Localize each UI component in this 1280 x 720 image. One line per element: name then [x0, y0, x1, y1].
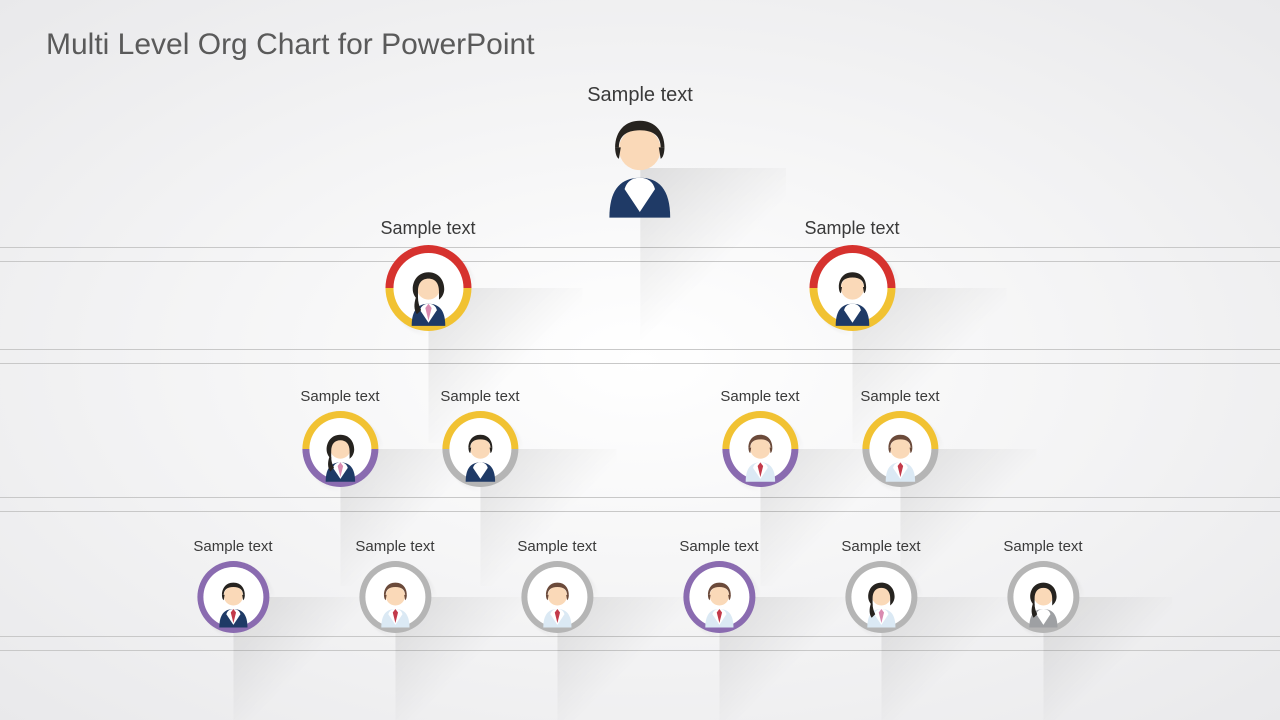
org-node-label: Sample text [679, 538, 758, 555]
org-node: Sample text [1003, 538, 1082, 633]
gridline [0, 261, 1280, 262]
org-node: Sample text [300, 388, 379, 487]
org-node: Sample text [804, 218, 899, 331]
org-node-label: Sample text [860, 388, 939, 405]
org-node-label: Sample text [587, 84, 693, 107]
org-node-label: Sample text [300, 388, 379, 405]
org-node-ring [845, 561, 917, 633]
person-icon [738, 431, 782, 487]
org-node-label: Sample text [720, 388, 799, 405]
org-node-ring [722, 411, 798, 487]
org-node: Sample text [440, 388, 519, 487]
person-icon [212, 579, 254, 633]
org-node-ring [862, 411, 938, 487]
org-node: Sample text [380, 218, 475, 331]
person-icon [827, 268, 877, 331]
org-node: Sample text [720, 388, 799, 487]
org-node-ring [1007, 561, 1079, 633]
org-node: Sample text [860, 388, 939, 487]
gridline [0, 349, 1280, 350]
person-icon [594, 113, 685, 223]
gridline [0, 497, 1280, 498]
org-node-ring [683, 561, 755, 633]
org-node: Sample text [355, 538, 434, 633]
org-node: Sample text [841, 538, 920, 633]
gridline [0, 363, 1280, 364]
org-node-ring [385, 245, 471, 331]
org-node: Sample text [193, 538, 272, 633]
org-node-root: Sample text [587, 84, 693, 223]
person-icon [458, 431, 502, 487]
org-node-label: Sample text [193, 538, 272, 555]
person-icon [403, 268, 453, 331]
gridline [0, 247, 1280, 248]
person-icon [374, 579, 416, 633]
org-node-label: Sample text [355, 538, 434, 555]
person-icon [536, 579, 578, 633]
org-node: Sample text [517, 538, 596, 633]
org-node-label: Sample text [517, 538, 596, 555]
org-node-label: Sample text [841, 538, 920, 555]
org-node-ring [442, 411, 518, 487]
org-node-ring [521, 561, 593, 633]
gridline [0, 636, 1280, 637]
gridline [0, 511, 1280, 512]
person-icon [318, 431, 362, 487]
org-node: Sample text [679, 538, 758, 633]
org-node-label: Sample text [380, 218, 475, 239]
org-node-ring [197, 561, 269, 633]
org-node-label: Sample text [1003, 538, 1082, 555]
org-node-label: Sample text [440, 388, 519, 405]
org-node-ring [809, 245, 895, 331]
gridline [0, 650, 1280, 651]
person-icon [698, 579, 740, 633]
org-node-ring [302, 411, 378, 487]
person-icon [1022, 579, 1064, 633]
person-icon [878, 431, 922, 487]
person-icon [860, 579, 902, 633]
org-node-ring [359, 561, 431, 633]
org-node-label: Sample text [804, 218, 899, 239]
page-title: Multi Level Org Chart for PowerPoint [46, 28, 535, 62]
